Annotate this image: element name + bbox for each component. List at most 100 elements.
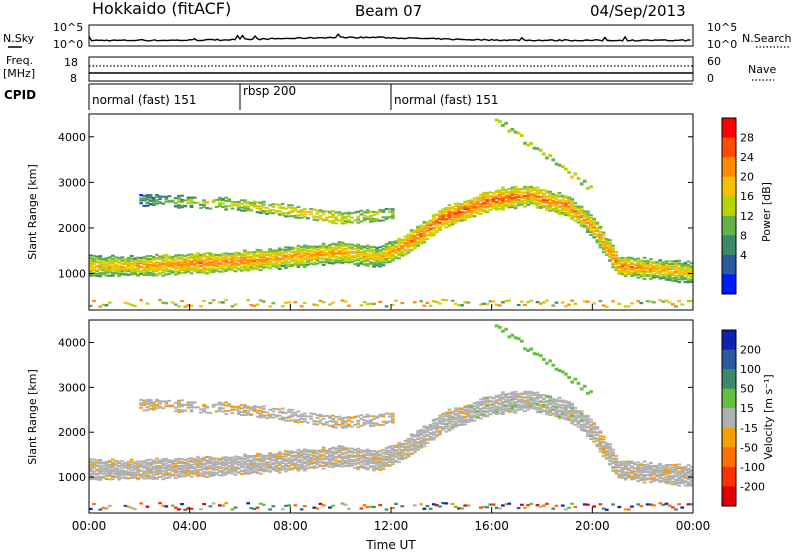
power-cell — [551, 209, 556, 212]
velocity-cell — [554, 409, 559, 412]
velocity-cell — [211, 404, 216, 407]
power-cell — [375, 250, 379, 253]
power-cell — [649, 264, 653, 267]
velocity-cell — [683, 472, 688, 475]
power-cell — [592, 217, 596, 220]
power-cell — [369, 258, 373, 261]
power-cell — [645, 264, 650, 267]
power-cell — [387, 253, 392, 256]
power-cell — [387, 208, 392, 211]
velocity-cell — [155, 457, 159, 460]
velocity-cell — [570, 502, 574, 505]
power-cell — [271, 255, 276, 258]
power-cell — [240, 206, 244, 209]
velocity-cell — [548, 410, 552, 413]
velocity-cell — [296, 463, 301, 466]
velocity-cell — [240, 414, 244, 416]
power-cell — [246, 201, 250, 204]
velocity-cell — [447, 412, 452, 415]
power-cell — [359, 220, 364, 223]
velocity-cell — [196, 474, 200, 477]
power-cell — [180, 257, 184, 260]
power-cell — [520, 300, 524, 303]
velocity-cell — [488, 503, 493, 506]
velocity-cell — [661, 465, 666, 468]
power-cell — [240, 256, 244, 259]
velocity-cell — [89, 470, 93, 473]
power-cell — [183, 255, 188, 258]
velocity-cell — [450, 423, 455, 426]
power-cell — [334, 217, 339, 220]
velocity-cell — [683, 469, 688, 472]
power-cell — [299, 250, 304, 253]
velocity-cell — [192, 473, 197, 476]
power-cell — [321, 242, 326, 245]
velocity-cell — [218, 461, 222, 464]
velocity-cell — [183, 469, 188, 472]
velocity-cell — [293, 414, 298, 417]
power-cell — [328, 255, 332, 258]
velocity-cell — [425, 428, 430, 431]
power-cell — [469, 207, 474, 210]
power-cell — [586, 218, 590, 221]
velocity-cell — [302, 505, 307, 508]
power-cell — [296, 257, 301, 260]
power-cell — [475, 205, 480, 208]
power-cell — [306, 252, 310, 255]
velocity-cell — [89, 463, 93, 466]
velocity-cell — [284, 419, 288, 422]
velocity-cell — [177, 465, 181, 467]
power-cell — [227, 266, 232, 269]
velocity-cell — [598, 430, 603, 433]
velocity-cell — [331, 426, 335, 428]
velocity-cell — [579, 423, 584, 426]
power-cell — [183, 263, 188, 266]
power-cell — [680, 272, 685, 275]
velocity-cell — [441, 423, 445, 425]
power-cell — [161, 271, 166, 274]
power-cell — [633, 269, 637, 272]
power-cell — [428, 304, 433, 307]
power-cell — [177, 204, 181, 207]
velocity-cell — [623, 471, 628, 474]
velocity-cell — [296, 448, 301, 451]
velocity-cell — [520, 396, 524, 399]
velocity-cell — [498, 402, 502, 405]
power-cell — [359, 250, 364, 253]
velocity-cell — [560, 416, 565, 419]
velocity-cell — [416, 438, 420, 440]
velocity-cell — [236, 464, 241, 466]
power-cell — [158, 256, 162, 259]
power-cell — [397, 242, 401, 245]
power-cell — [211, 254, 216, 257]
power-cell — [381, 261, 386, 264]
power-cell — [246, 265, 250, 268]
velocity-cell — [145, 477, 150, 480]
power-cell — [299, 305, 304, 308]
velocity-cell — [472, 404, 477, 407]
power-cell — [469, 215, 474, 218]
power-cell — [453, 219, 458, 222]
power-cell — [460, 215, 464, 218]
power-cell — [296, 262, 301, 265]
velocity-cell — [139, 464, 143, 467]
velocity-cell — [293, 464, 298, 467]
velocity-cell — [422, 429, 427, 432]
power-cell — [513, 198, 518, 201]
power-cell — [255, 211, 260, 214]
power-cell — [224, 196, 228, 199]
velocity-cell — [582, 416, 587, 419]
power-cell — [186, 262, 191, 265]
power-cell — [652, 266, 656, 269]
power-cell — [202, 269, 206, 272]
power-cell — [205, 200, 210, 203]
velocity-cell — [268, 465, 272, 468]
velocity-cell — [337, 463, 342, 466]
power-cell — [218, 205, 222, 208]
power-cell — [192, 266, 197, 269]
power-cell — [214, 262, 219, 265]
power-cell — [680, 271, 685, 274]
power-cell — [302, 264, 307, 267]
velocity-cell — [560, 504, 565, 507]
power-cell — [236, 256, 241, 259]
